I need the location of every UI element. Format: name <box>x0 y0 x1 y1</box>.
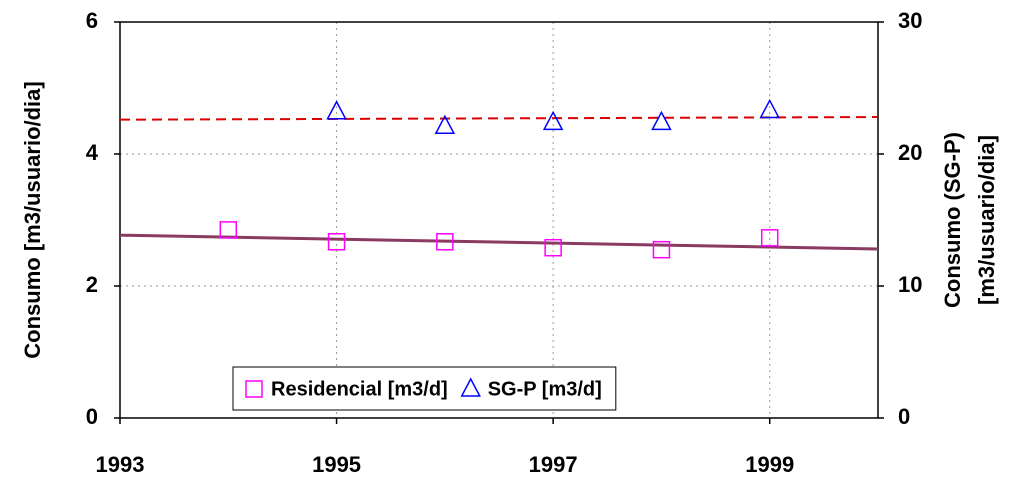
square-marker <box>436 233 454 251</box>
square-marker <box>245 380 263 398</box>
square-marker <box>327 233 346 251</box>
x-tick-label: 1997 <box>529 452 578 477</box>
y2-tick-label: 20 <box>898 140 922 165</box>
triangle-marker <box>759 98 780 119</box>
triangle-marker <box>460 377 481 397</box>
y-axis-label: Consumo [m3/usuario/dia] <box>20 81 45 358</box>
y-tick-label: 4 <box>86 140 99 165</box>
square-marker <box>760 229 779 247</box>
x-tick-label: 1999 <box>745 452 794 477</box>
plot-frame <box>119 21 879 419</box>
y2-tick-label: 30 <box>898 8 922 33</box>
triangle-marker <box>542 110 564 131</box>
triangle-marker <box>326 100 347 120</box>
y2-tick-label: 0 <box>898 404 910 429</box>
x-tick-label: 1993 <box>96 452 145 477</box>
square-marker <box>219 221 238 239</box>
legend-label: Residencial [m3/d] <box>271 378 448 400</box>
square-marker <box>652 240 671 259</box>
y2-tick-label: 10 <box>898 272 922 297</box>
trend-line <box>119 233 879 251</box>
y-tick-label: 6 <box>86 8 98 33</box>
triangle-marker <box>434 114 456 135</box>
legend-box <box>232 366 617 411</box>
y-tick-label: 2 <box>86 272 98 297</box>
y-tick-label: 0 <box>86 404 98 429</box>
trend-line <box>119 116 879 121</box>
y2-axis-label: Consumo (SG-P) <box>940 132 965 308</box>
square-marker <box>544 238 562 257</box>
triangle-marker <box>651 110 672 131</box>
x-tick-label: 1995 <box>312 452 361 477</box>
legend: Residencial [m3/d] SG-P [m3/d] <box>232 366 617 411</box>
y2-axis-label: [m3/usuario/dia] <box>974 135 999 305</box>
legend-label: SG-P [m3/d] <box>488 378 602 400</box>
